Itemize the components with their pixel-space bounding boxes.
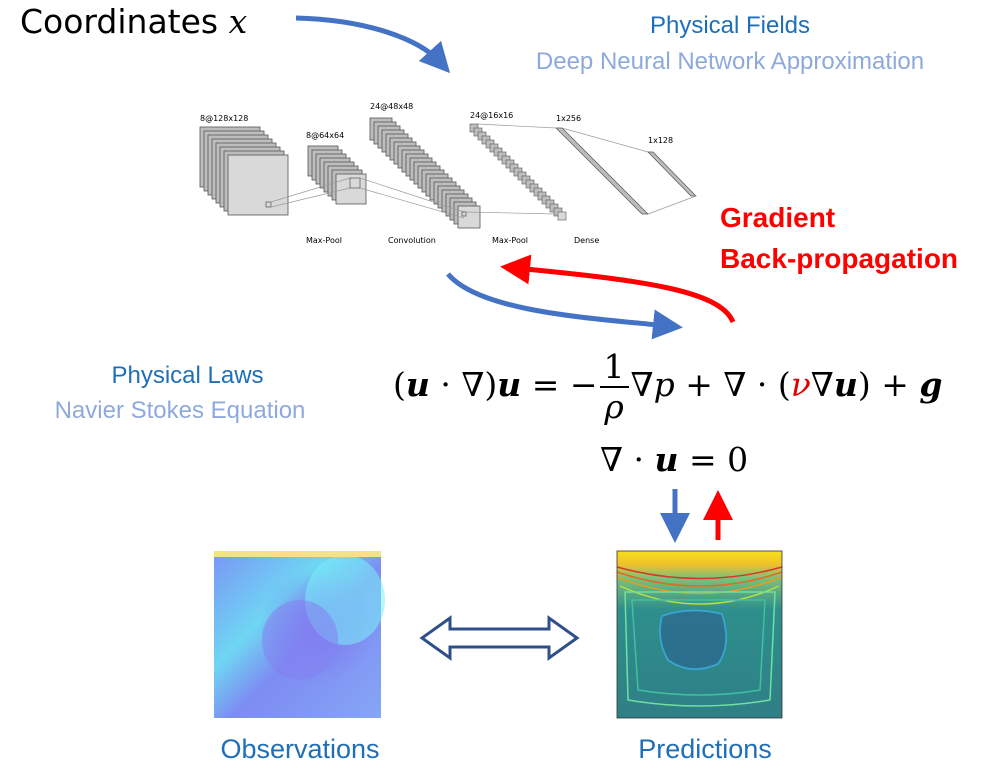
comparison-double-arrow xyxy=(419,615,580,661)
coordinates-label: Coordinates x xyxy=(20,2,247,41)
backprop-arrow xyxy=(500,254,736,324)
cnn-op-label-2: Convolution xyxy=(388,236,436,245)
cnn-connection-lines xyxy=(265,123,697,219)
cnn-dense-256 xyxy=(555,127,649,215)
cnn-layer-3 xyxy=(369,117,481,229)
eq-velocity-2: u xyxy=(497,365,522,404)
eq-cont-velocity: u xyxy=(654,440,679,479)
physical-fields-subtitle: Deep Neural Network Approximation xyxy=(535,48,925,75)
eq-fraction-denominator: ρ xyxy=(604,387,624,426)
navier-stokes-momentum-equation: (u · ∇)u = −1 ρ ∇p + ∇ · (ν∇u) + g xyxy=(393,348,942,426)
gradient-label: Gradient xyxy=(720,202,836,233)
cnn-layer-1 xyxy=(199,126,289,216)
cnn-architecture-illustration: 8@128x128 8@64x64 24@48x48 24@16x16 1x25… xyxy=(199,102,697,245)
eq-pressure: p xyxy=(653,365,675,404)
cnn-op-label-1: Max-Pool xyxy=(306,236,342,245)
cnn-layer-4 xyxy=(469,123,567,221)
eq-cont-nabla: ∇ · xyxy=(600,440,655,479)
observations-field-image xyxy=(214,551,385,718)
eq-gravity: g xyxy=(919,365,943,404)
eq-open-paren: ( xyxy=(393,365,406,404)
physical-laws-title: Physical Laws xyxy=(111,362,264,389)
cnn-dim-label-5: 1x256 xyxy=(556,114,581,123)
cnn-layer-2 xyxy=(307,145,367,205)
continuity-equation: ∇ · u = 0 xyxy=(600,440,748,479)
eq-nabla: ∇ xyxy=(810,365,834,404)
input-arrow xyxy=(295,15,451,74)
cnn-dim-label-6: 1x128 xyxy=(648,136,673,145)
eq-nabla-p: ∇ xyxy=(630,365,654,404)
cnn-dim-label-4: 24@16x16 xyxy=(470,111,513,120)
cnn-dim-label-2: 8@64x64 xyxy=(306,131,344,140)
eq-velocity-1: u xyxy=(405,365,430,404)
eq-equals-minus: = − xyxy=(521,365,598,404)
cnn-dense-128 xyxy=(647,151,697,197)
backprop-label: Back-propagation xyxy=(720,243,959,274)
eq-viscosity: ν xyxy=(790,365,811,404)
eq-close-plus: ) + xyxy=(857,365,920,404)
observations-label: Observations xyxy=(220,734,380,764)
cnn-dim-label-1: 8@128x128 xyxy=(200,114,248,123)
eq-plus-divergence: + ∇ · ( xyxy=(674,365,791,404)
predictions-field-image xyxy=(616,550,783,719)
physical-fields-title: Physical Fields xyxy=(649,12,811,39)
cnn-op-label-4: Dense xyxy=(574,236,599,245)
eq-dot-nabla: · ∇) xyxy=(429,365,498,404)
cnn-op-label-3: Max-Pool xyxy=(492,236,528,245)
eq-fraction-numerator: 1 xyxy=(599,348,629,388)
forward-arrow-to-equation xyxy=(446,272,683,340)
eq-velocity-3: u xyxy=(833,365,858,404)
coordinates-text: Coordinates xyxy=(20,2,229,41)
predictions-label: Predictions xyxy=(638,734,772,764)
coordinates-variable: x xyxy=(228,2,248,41)
eq-cont-zero: = 0 xyxy=(678,440,749,479)
cnn-dim-label-3: 24@48x48 xyxy=(370,102,413,111)
physical-laws-subtitle: Navier Stokes Equation xyxy=(54,397,306,424)
